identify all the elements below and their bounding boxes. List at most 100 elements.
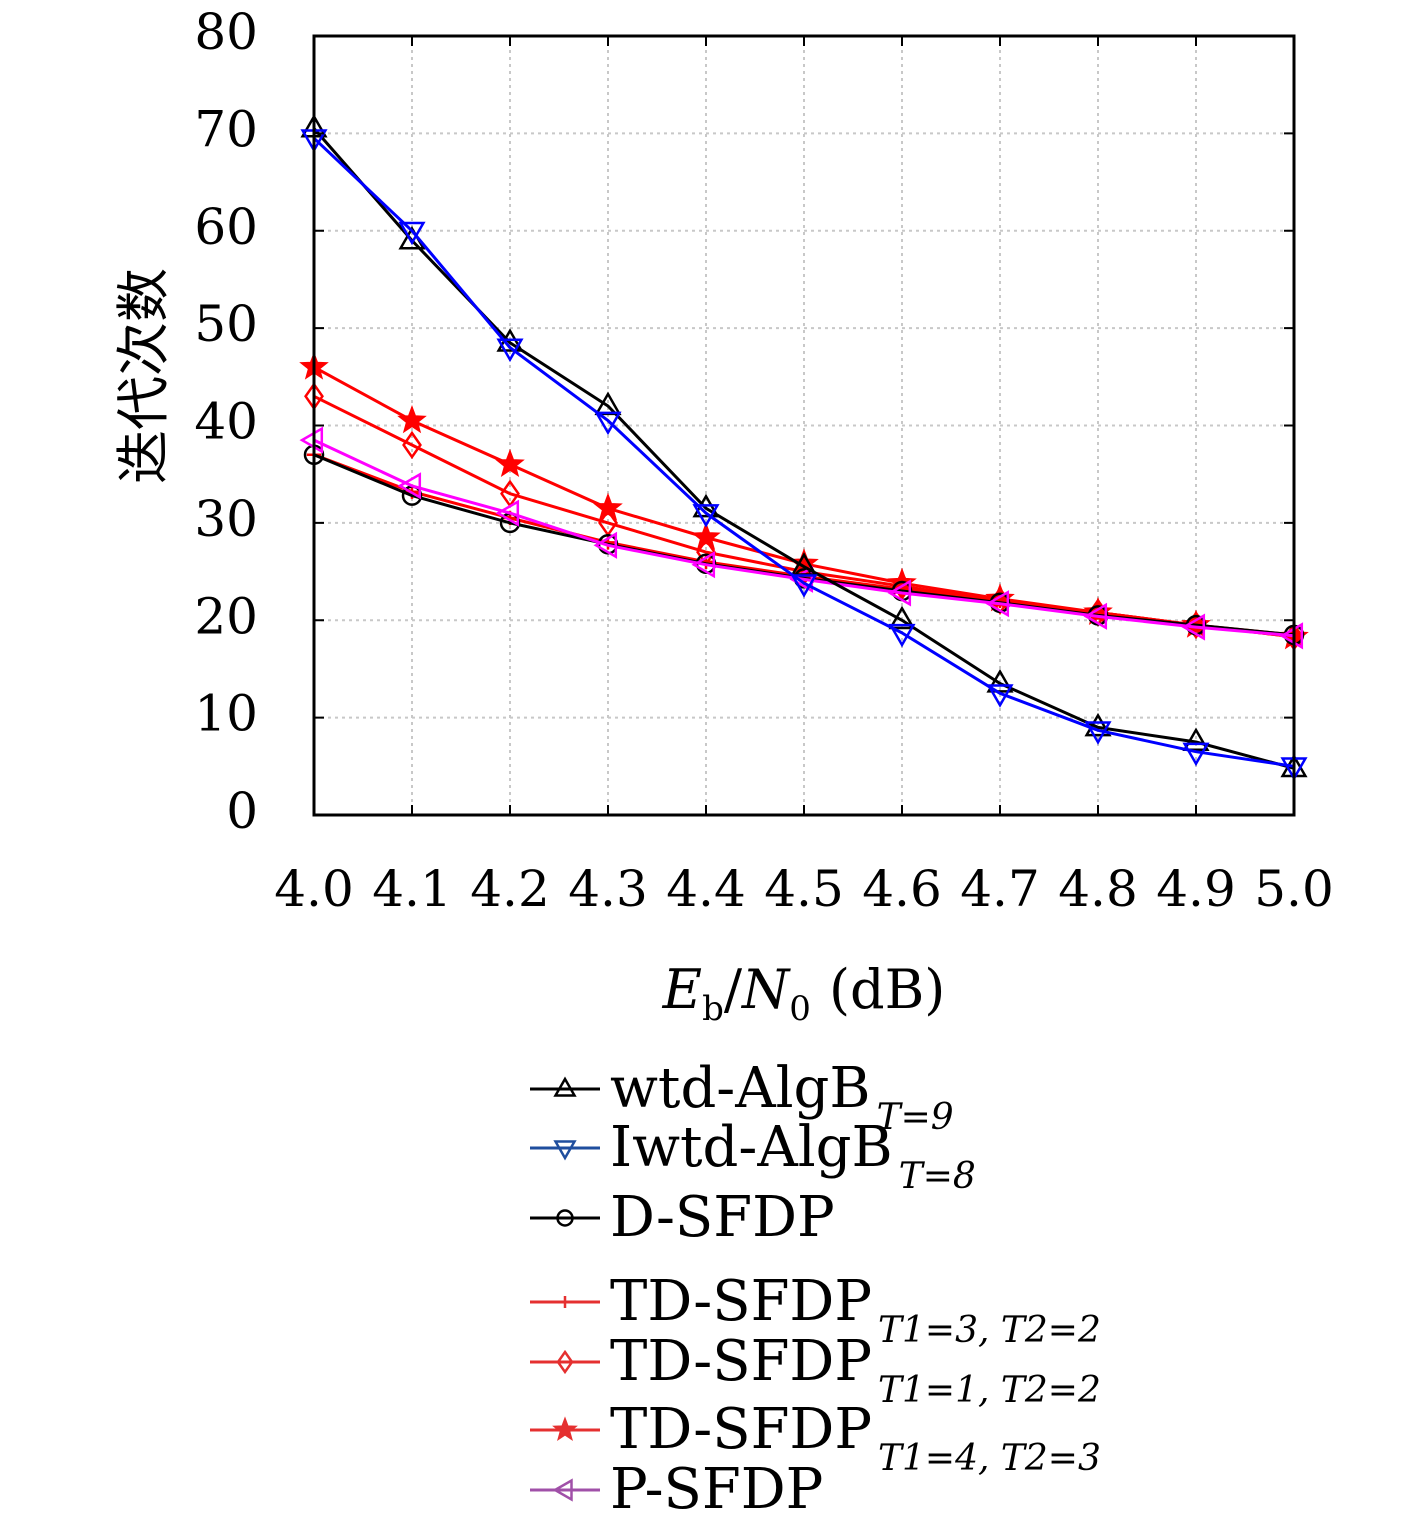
legend-entry: TD-SFDP T1=4, T2=3 bbox=[530, 1397, 1101, 1479]
data-point bbox=[985, 590, 1010, 618]
data-point bbox=[593, 492, 623, 521]
data-point bbox=[1181, 613, 1206, 641]
series-2 bbox=[303, 444, 1305, 646]
data-point bbox=[691, 521, 721, 551]
series-line bbox=[312, 127, 1295, 770]
y-tick-label: 0 bbox=[226, 782, 258, 840]
y-tick-label: 50 bbox=[194, 295, 258, 353]
data-point bbox=[495, 448, 525, 478]
series-line bbox=[313, 453, 1295, 637]
grid bbox=[314, 36, 1294, 815]
series-6 bbox=[299, 426, 1304, 650]
data-point bbox=[397, 405, 427, 434]
x-tick-label: 4.2 bbox=[470, 860, 550, 918]
y-tick-label: 30 bbox=[194, 490, 258, 548]
y-tick-label: 60 bbox=[194, 198, 258, 256]
x-tick-label: 4.7 bbox=[960, 860, 1040, 918]
data-point bbox=[1182, 727, 1210, 752]
y-tick-label: 10 bbox=[194, 685, 258, 743]
data-point bbox=[402, 430, 422, 460]
legend-label-name: P-SFDP bbox=[610, 1457, 823, 1519]
data-point bbox=[593, 531, 618, 559]
legend-label-name: Iwtd-AlgB bbox=[610, 1115, 893, 1180]
x-axis-label-e: E bbox=[662, 958, 702, 1021]
legend-label-name: D-SFDP bbox=[610, 1185, 835, 1250]
y-tick-label: 70 bbox=[194, 100, 258, 158]
y-tick-label: 40 bbox=[194, 393, 258, 451]
data-point bbox=[299, 426, 324, 454]
legend-entry: P-SFDP bbox=[530, 1457, 823, 1519]
legend-label: D-SFDP bbox=[610, 1185, 835, 1250]
series-line bbox=[313, 394, 1295, 639]
x-axis-label: Eb/N0 (dB) bbox=[662, 958, 946, 1029]
legend-marker bbox=[556, 1209, 574, 1227]
x-tick-label: 4.6 bbox=[862, 860, 942, 918]
series-line bbox=[313, 438, 1295, 638]
data-point bbox=[1279, 622, 1304, 650]
legend-marker bbox=[559, 1296, 571, 1308]
data-point bbox=[1084, 721, 1112, 745]
data-point bbox=[888, 623, 916, 648]
x-tick-label: 4.4 bbox=[666, 860, 746, 918]
legend-marker bbox=[553, 1076, 577, 1097]
data-point bbox=[594, 391, 622, 416]
y-tick-label: 20 bbox=[194, 587, 258, 645]
series-layer bbox=[299, 114, 1309, 781]
legend-entry: TD-SFDP T1=1, T2=2 bbox=[530, 1329, 1101, 1411]
legend-label: TD-SFDP T1=3, T2=2 bbox=[610, 1269, 1101, 1351]
x-tick-label: 4.3 bbox=[568, 860, 648, 918]
y-axis-label: 迭代次数 bbox=[112, 268, 175, 484]
x-axis-label-unit: (dB) bbox=[829, 958, 945, 1021]
legend-marker bbox=[553, 1140, 577, 1161]
data-point bbox=[888, 605, 916, 630]
legend-label-name: TD-SFDP bbox=[610, 1397, 872, 1462]
legend-label-sub: T1=3, T2=2 bbox=[878, 1310, 1101, 1351]
data-point bbox=[1182, 742, 1210, 767]
y-tick-label: 80 bbox=[194, 3, 258, 61]
legend-label-name: TD-SFDP bbox=[610, 1269, 872, 1334]
series-line bbox=[313, 453, 1295, 637]
x-tick-label: 4.5 bbox=[764, 860, 844, 918]
data-point bbox=[692, 504, 720, 528]
x-axis-label-e-sub: b bbox=[702, 989, 724, 1029]
series-line bbox=[312, 137, 1295, 768]
x-axis-label-sep: / bbox=[724, 958, 743, 1021]
x-tick-label: 4.1 bbox=[372, 860, 452, 918]
data-point bbox=[398, 221, 426, 246]
legend-marker bbox=[552, 1416, 578, 1441]
x-tick-label: 4.9 bbox=[1156, 860, 1236, 918]
legend-marker bbox=[556, 1349, 574, 1375]
data-point bbox=[594, 411, 622, 436]
x-tick-label: 5.0 bbox=[1254, 860, 1334, 918]
y-ticks: 0 10 20 30 40 50 60 70 80 bbox=[194, 3, 1294, 840]
legend-entry: D-SFDP bbox=[530, 1185, 835, 1250]
legend-label: Iwtd-AlgB T=8 bbox=[610, 1115, 976, 1197]
legend-label-sub: T1=4, T2=3 bbox=[878, 1438, 1101, 1479]
legend-entry: Iwtd-AlgB T=8 bbox=[530, 1115, 976, 1197]
data-point bbox=[691, 551, 716, 579]
legend-label-name: TD-SFDP bbox=[610, 1329, 872, 1394]
legend-label: TD-SFDP T1=1, T2=2 bbox=[610, 1329, 1101, 1411]
legend-entry: TD-SFDP T1=3, T2=2 bbox=[530, 1269, 1101, 1351]
legend-entry: wtd-AlgB T=9 bbox=[530, 1056, 954, 1138]
series-0 bbox=[300, 114, 1308, 778]
legend-label-sub: T=8 bbox=[899, 1156, 976, 1197]
data-point bbox=[496, 338, 524, 363]
x-ticks: 4.0 4.1 4.2 4.3 4.4 4.5 4.6 4.7 4.8 4.9 5.0 bbox=[274, 36, 1334, 918]
x-axis-label-n: N bbox=[740, 958, 791, 1021]
legend-label: TD-SFDP T1=4, T2=3 bbox=[610, 1397, 1101, 1479]
data-point bbox=[887, 579, 912, 607]
legend-label-name: wtd-AlgB bbox=[610, 1056, 871, 1121]
data-point bbox=[495, 499, 520, 527]
legend-marker bbox=[552, 1478, 573, 1502]
legend-label-sub: T1=1, T2=2 bbox=[878, 1370, 1101, 1411]
x-axis-label-n-sub: 0 bbox=[789, 989, 811, 1029]
data-point bbox=[1084, 712, 1112, 737]
legend-label: P-SFDP bbox=[610, 1457, 823, 1519]
data-point bbox=[986, 684, 1014, 708]
x-tick-label: 4.8 bbox=[1058, 860, 1138, 918]
x-tick-label: 4.0 bbox=[274, 860, 354, 918]
data-point bbox=[1083, 602, 1108, 630]
